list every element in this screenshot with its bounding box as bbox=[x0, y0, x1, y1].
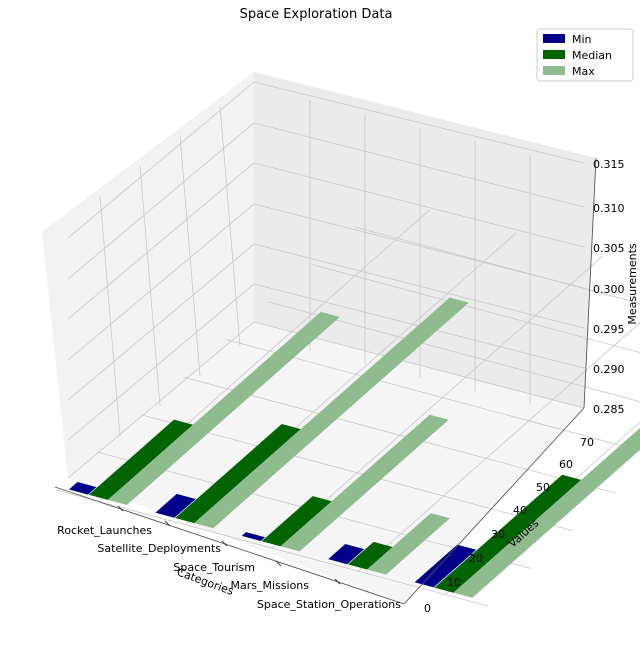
y-tick-labels: 0 10 20 30 40 50 60 70 bbox=[424, 436, 594, 615]
z-axis-line bbox=[583, 157, 597, 409]
y-tick-label: 0 bbox=[424, 602, 431, 615]
z-tick-label: 0.285 bbox=[593, 403, 625, 416]
legend-label: Max bbox=[572, 65, 595, 78]
wall-grid-line bbox=[219, 105, 241, 347]
grid-lines bbox=[55, 81, 640, 607]
x-tick-label: Mars_Missions bbox=[231, 579, 310, 592]
z-tick-label: 0.305 bbox=[593, 242, 625, 255]
legend: Min Median Max bbox=[536, 28, 634, 82]
y-tick-label: 10 bbox=[447, 576, 461, 589]
bar-median bbox=[434, 474, 582, 593]
y-tick-label: 40 bbox=[513, 504, 527, 517]
bar-max bbox=[280, 414, 449, 552]
wall-grid-line bbox=[67, 321, 585, 479]
wall-grid-line bbox=[67, 81, 585, 239]
y-tick-label: 50 bbox=[536, 481, 550, 494]
legend-swatch bbox=[543, 50, 565, 59]
bar-max bbox=[453, 428, 640, 598]
y-tick-label: 20 bbox=[469, 552, 483, 565]
y-tick-label: 30 bbox=[491, 528, 505, 541]
y-tick-label: 60 bbox=[559, 458, 573, 471]
bar-max bbox=[107, 311, 340, 505]
bar-median bbox=[261, 496, 332, 547]
bar-min bbox=[414, 544, 477, 588]
z-axis-label: Measurements bbox=[626, 243, 639, 325]
floor-grid-line bbox=[271, 255, 603, 549]
x-axis-line bbox=[54, 486, 405, 605]
z-tick-label: 0.295 bbox=[593, 323, 625, 336]
x-tick-mark bbox=[334, 578, 341, 585]
wall-grid-line bbox=[99, 195, 121, 437]
legend-swatch bbox=[543, 66, 565, 75]
bar-min bbox=[69, 482, 97, 495]
bar-min bbox=[155, 493, 196, 518]
wall-grid-line bbox=[67, 162, 585, 320]
legend-label: Median bbox=[572, 49, 612, 62]
axis-lines bbox=[54, 157, 597, 605]
wall-grid-line bbox=[139, 165, 161, 407]
back-wall bbox=[254, 72, 596, 408]
x-tick-mark bbox=[117, 505, 124, 512]
bar-median bbox=[348, 541, 393, 570]
bar-median bbox=[175, 424, 301, 524]
z-tick-label: 0.290 bbox=[593, 363, 625, 376]
z-tick-labels: 0.285 0.290 0.295 0.300 0.305 0.310 0.31… bbox=[593, 158, 625, 416]
legend-label: Min bbox=[572, 33, 592, 46]
wall-grid-line bbox=[67, 283, 585, 441]
bar-min bbox=[241, 532, 265, 541]
x-tick-mark bbox=[221, 540, 228, 547]
floor-grid-line bbox=[358, 322, 640, 572]
x-tick-mark bbox=[275, 560, 282, 567]
bar-max bbox=[367, 513, 450, 575]
bar-min bbox=[328, 544, 365, 565]
left-wall bbox=[42, 72, 254, 478]
x-tick-mark bbox=[164, 520, 171, 527]
bar-max bbox=[194, 297, 469, 529]
y-tick-label: 70 bbox=[580, 436, 594, 449]
bars bbox=[69, 297, 640, 598]
x-tick-label: Rocket_Launches bbox=[57, 524, 152, 537]
wall-grid-line bbox=[179, 135, 201, 377]
wall-grid-line bbox=[67, 122, 585, 280]
chart-title: Space Exploration Data bbox=[240, 7, 393, 22]
axes-panes bbox=[42, 72, 596, 604]
bar-median bbox=[88, 419, 193, 500]
x-tick-label: Space_Station_Operations bbox=[257, 598, 401, 611]
legend-swatch bbox=[543, 34, 565, 43]
x-tick-label: Satellite_Deployments bbox=[97, 542, 221, 555]
z-tick-label: 0.300 bbox=[593, 283, 625, 296]
wall-grid-line bbox=[67, 203, 585, 361]
z-tick-label: 0.315 bbox=[593, 158, 625, 171]
x-tick-label: Space_Tourism bbox=[173, 561, 255, 574]
y-axis-line bbox=[403, 407, 585, 605]
wall-grid-line bbox=[67, 243, 585, 401]
x-tick-labels: Rocket_Launches Satellite_Deployments Sp… bbox=[57, 524, 401, 611]
z-tick-label: 0.310 bbox=[593, 202, 625, 215]
floor-pane bbox=[68, 322, 584, 604]
